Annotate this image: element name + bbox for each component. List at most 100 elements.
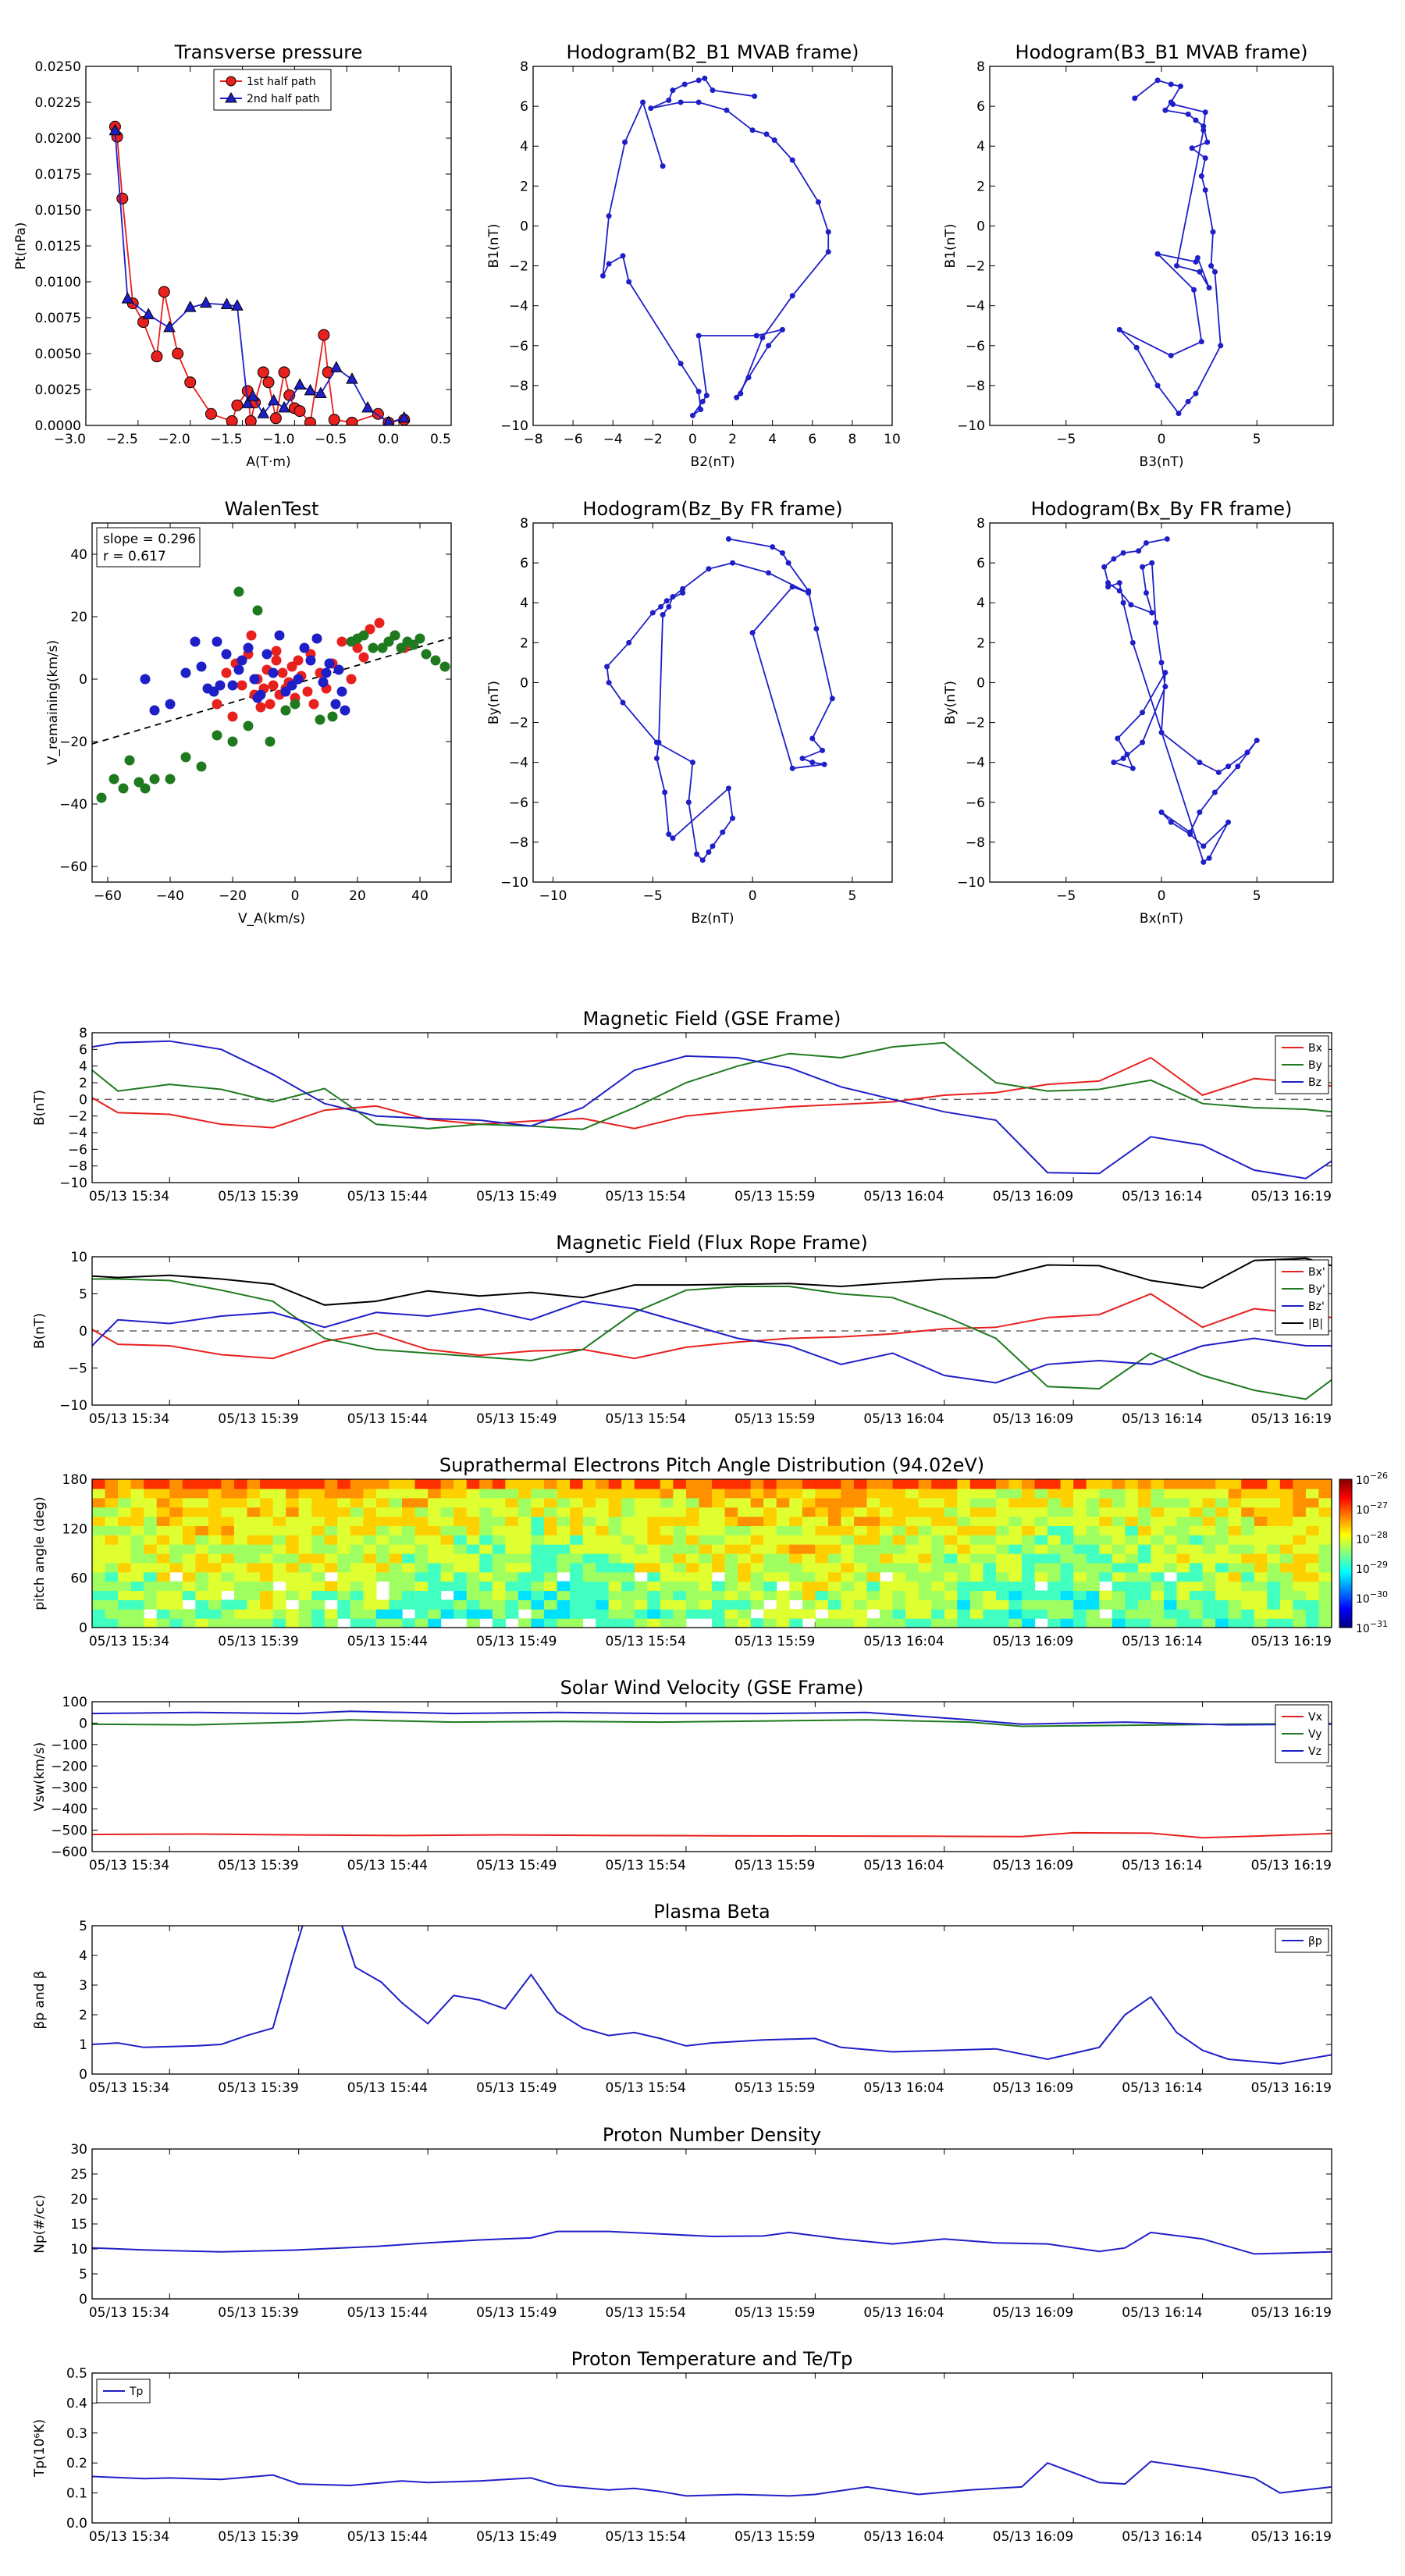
scatter-point (336, 686, 347, 697)
heatmap-cell (543, 1516, 558, 1526)
heatmap-cell (466, 1553, 480, 1564)
heatmap-cell (92, 1479, 106, 1489)
heatmap-cell (221, 1516, 235, 1526)
heatmap-cell (156, 1571, 170, 1582)
heatmap-cell (1073, 1516, 1087, 1526)
heatmap-cell (944, 1590, 958, 1600)
plot-frame (91, 1701, 1332, 1852)
marker-dot (770, 544, 776, 550)
heatmap-cell (247, 1544, 261, 1554)
x-tick-label: 05/13 15:59 (735, 2080, 815, 2096)
heatmap-cell (880, 1590, 894, 1600)
heatmap-cell (182, 1609, 196, 1619)
heatmap-cell (169, 1544, 183, 1554)
scatter-point (302, 686, 313, 697)
heatmap-cell (1073, 1553, 1087, 1564)
heatmap-cell (995, 1562, 1010, 1573)
heatmap-cell (233, 1497, 248, 1508)
y-tick-label: 2 (520, 179, 528, 194)
heatmap-cell (233, 1609, 248, 1619)
heatmap-cell (1034, 1488, 1048, 1499)
heatmap-cell (905, 1618, 919, 1628)
heatmap-cell (931, 1488, 945, 1499)
plot-frame (532, 522, 893, 883)
heatmap-cell (1048, 1507, 1062, 1517)
heatmap-cell (841, 1581, 855, 1592)
heatmap-cell (260, 1553, 274, 1564)
heatmap-cell (570, 1590, 584, 1600)
heatmap-cell (233, 1618, 248, 1628)
plot-area (604, 535, 835, 863)
heatmap-cell (905, 1497, 919, 1508)
heatmap-cell (1034, 1562, 1048, 1573)
marker-dot (640, 99, 646, 105)
heatmap-cell (827, 1581, 842, 1592)
x-tick-label: −1.0 (262, 432, 294, 447)
heatmap-cell (350, 1535, 364, 1545)
heatmap-cell (738, 1488, 752, 1499)
heatmap-cell (712, 1516, 726, 1526)
x-tick-label: −1.5 (210, 432, 242, 447)
y-tick-label: 0.4 (66, 2396, 87, 2411)
heatmap-cell (130, 1609, 144, 1619)
heatmap-cell (466, 1562, 480, 1573)
scatter-point (327, 711, 338, 722)
heatmap-cell (1022, 1599, 1036, 1610)
heatmap-cell (776, 1599, 790, 1610)
heatmap-cell (724, 1618, 738, 1628)
heatmap-cell (685, 1562, 700, 1573)
heatmap-cell (621, 1609, 635, 1619)
y-tick-label: 0 (520, 219, 528, 234)
heatmap-cell (1228, 1535, 1242, 1545)
heatmap-cell (518, 1618, 532, 1628)
x-tick-label: 5 (1253, 888, 1261, 904)
heatmap-cell (1048, 1497, 1062, 1508)
heatmap-cell (1202, 1571, 1216, 1582)
heatmap-cell (414, 1590, 429, 1600)
heatmap-cell (763, 1618, 777, 1628)
y-tick-label: −500 (51, 1823, 87, 1839)
x-tick-label: 5 (848, 888, 856, 904)
heatmap-cell (1318, 1497, 1332, 1508)
heatmap-cell (428, 1609, 442, 1619)
marker-dot (1143, 589, 1149, 596)
heatmap-cell (375, 1618, 390, 1628)
plot-area (1101, 535, 1260, 865)
heatmap-cell (969, 1507, 984, 1517)
heatmap-cell (182, 1618, 196, 1628)
heatmap-cell (608, 1599, 622, 1610)
heatmap-cell (389, 1590, 403, 1600)
heatmap-cell (582, 1590, 596, 1600)
heatmap-cell (1318, 1571, 1332, 1582)
heatmap-cell (621, 1544, 635, 1554)
heatmap-cell (389, 1553, 403, 1564)
scatter-point (252, 692, 263, 703)
heatmap-cell (208, 1590, 222, 1600)
marker-circle (257, 366, 269, 379)
marker-dot (1211, 789, 1218, 795)
marker-dot (680, 589, 686, 596)
heatmap-cell (1112, 1516, 1126, 1526)
heatmap-cell (363, 1525, 377, 1535)
heatmap-cell (1125, 1479, 1139, 1489)
heatmap-cell (918, 1497, 932, 1508)
heatmap-cell (557, 1581, 571, 1592)
heatmap-cell (815, 1562, 829, 1573)
heatmap-cell (647, 1581, 661, 1592)
x-tick-label: −8 (523, 432, 542, 447)
heatmap-cell (853, 1488, 868, 1499)
heatmap-cell (505, 1544, 519, 1554)
heatmap-cell (298, 1553, 312, 1564)
scatter-point (421, 649, 432, 660)
heatmap-cell (905, 1488, 919, 1499)
heatmap-cell (969, 1599, 984, 1610)
heatmap-cell (750, 1590, 764, 1600)
heatmap-cell (402, 1544, 416, 1554)
chart-title: Plasma Beta (653, 1901, 770, 1923)
heatmap-cell (1176, 1618, 1190, 1628)
heatmap-cell (918, 1581, 932, 1592)
heatmap-cell (841, 1516, 855, 1526)
heatmap-cell (260, 1562, 274, 1573)
heatmap-cell (918, 1525, 932, 1535)
marker-dot (663, 598, 670, 604)
